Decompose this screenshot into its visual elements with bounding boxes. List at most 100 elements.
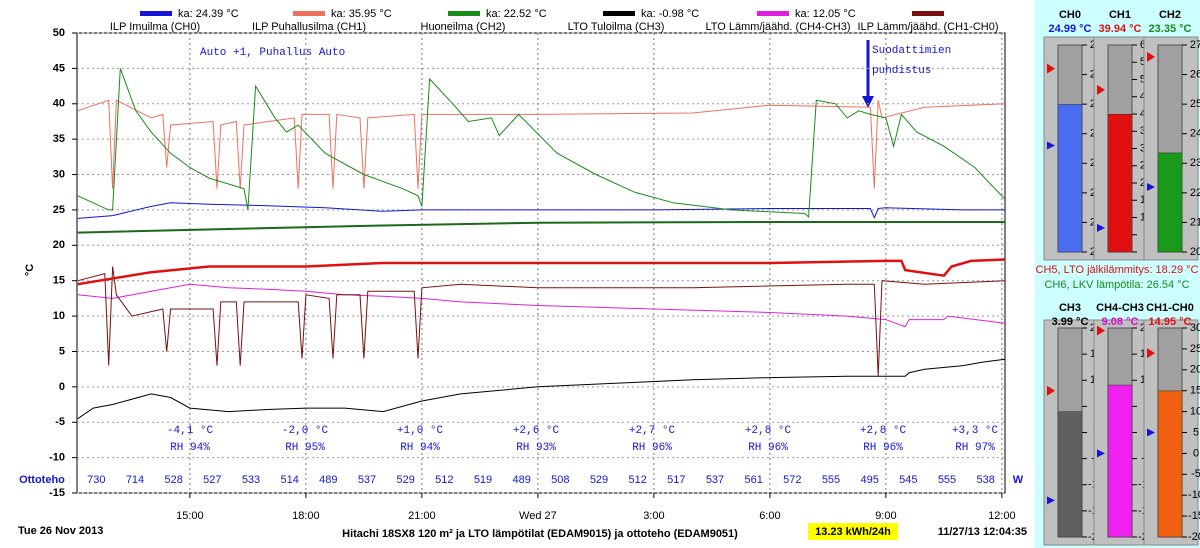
gauge-low (1047, 141, 1055, 150)
gauge-tick-label: -5 (1191, 468, 1200, 480)
annotation: Suodattimien (872, 45, 951, 57)
series-line (77, 68, 1006, 219)
y-tick-label: 30 (53, 168, 65, 180)
ottoteho-value: 537 (358, 474, 376, 486)
gauge-value: 3.99 °C (1052, 316, 1089, 328)
gauge-tick-label: -10 (1188, 489, 1200, 501)
legend-mean: ka: 24.39 °C (178, 8, 239, 20)
y-tick-label: 50 (53, 27, 65, 39)
ottoteho-value: 495 (860, 474, 878, 486)
legend-mean: ka: 12.05 °C (795, 8, 856, 20)
gauge-label: CH2 (1159, 9, 1181, 21)
ottoteho-value: 533 (242, 474, 260, 486)
gauge-value: 9.08 °C (1102, 316, 1139, 328)
legend-mean: ka: 35.95 °C (331, 8, 392, 20)
gauge-value: 23.35 °C (1149, 23, 1192, 35)
x-tick-label: 18:00 (292, 510, 320, 522)
gauge-low (1147, 182, 1155, 191)
legend-swatch (448, 11, 480, 16)
annotation: Auto +1, Puhallus Auto (200, 47, 345, 59)
legend-label: ILP Imuilma (CH0) (110, 21, 200, 33)
gauge-high (1147, 51, 1155, 62)
gauge-tick-label: 5 (1193, 426, 1199, 438)
energy-bg (808, 523, 898, 540)
outdoor-rh: RH 96% (632, 442, 672, 454)
y-tick-label: 15 (53, 275, 65, 287)
gauge-high (1047, 385, 1055, 396)
ottoteho-value: 512 (628, 474, 646, 486)
outdoor-temp: +3,3 °C (952, 425, 999, 437)
gauge-tick-label: 20 (1190, 246, 1200, 258)
y-tick-label: -5 (55, 416, 65, 428)
gauge-value: 39.94 °C (1099, 23, 1142, 35)
series-line (77, 283, 1006, 328)
y-tick-label: -10 (49, 452, 65, 464)
outdoor-rh: RH 95% (285, 442, 325, 454)
outdoor-temp: +2,7 °C (629, 425, 676, 437)
ottoteho-value: 517 (667, 474, 685, 486)
y-tick-label: 20 (53, 239, 65, 251)
gauge-label: CH3 (1059, 302, 1081, 314)
y-axis-label: °C (24, 264, 36, 276)
gauge-tick-label: 24 (1190, 128, 1200, 140)
y-tick-label: 25 (53, 204, 65, 216)
outdoor-rh: RH 96% (748, 442, 788, 454)
gauge-tick-label: -20 (1188, 531, 1200, 543)
outdoor-temp: +2,8 °C (745, 425, 792, 437)
gauge-bar (1157, 390, 1183, 538)
gauge-bar (1157, 152, 1183, 253)
legend-swatch (603, 11, 635, 16)
y-tick-label: 40 (53, 98, 65, 110)
legend-swatch (757, 11, 789, 16)
y-tick-label: -15 (49, 487, 65, 499)
legend-mean: ka: -0.98 °C (641, 8, 699, 20)
ottoteho-value: 529 (590, 474, 608, 486)
gauge-tick-label: 23 (1190, 157, 1200, 169)
gauge-tick-label: 22 (1190, 187, 1200, 199)
gauge-value: 14.95 °C (1149, 316, 1192, 328)
series-line (77, 266, 1006, 377)
outdoor-temp: -4,1 °C (167, 425, 214, 437)
gauge-tick-label: 20 (1190, 364, 1200, 376)
gauge-label: CH0 (1059, 9, 1081, 21)
legend-label: LTO Lämm/jäähd. (CH4-CH3) (705, 21, 850, 33)
series-line (77, 202, 1005, 219)
ottoteho-value: 555 (938, 474, 956, 486)
x-tick-label: 21:00 (408, 510, 436, 522)
legend-mean: ka: 22.52 °C (486, 8, 547, 20)
gauge-bar (1107, 384, 1133, 538)
ottoteho-value: 519 (474, 474, 492, 486)
gauge-label: CH1-CH0 (1146, 302, 1194, 314)
gauge-label: CH4-CH3 (1096, 302, 1144, 314)
legend-swatch (140, 11, 172, 16)
y-tick-label: 10 (53, 310, 65, 322)
gauge-tick-label: 25 (1190, 98, 1200, 110)
timestamp: 11/27/13 12:04:35 (938, 526, 1027, 538)
gauge-tick-label: 10 (1190, 406, 1200, 418)
x-tick-label: 9:00 (875, 510, 896, 522)
legend-swatch (912, 11, 944, 16)
x-tick-label: 6:00 (759, 510, 780, 522)
ottoteho-value: 489 (319, 474, 337, 486)
outdoor-rh: RH 94% (400, 442, 440, 454)
y-tick-label: 0 (59, 381, 65, 393)
gauge-tick-label: 25 (1190, 343, 1200, 355)
ottoteho-value: 529 (396, 474, 414, 486)
x-tick-label: 15:00 (176, 510, 204, 522)
outdoor-temp: +2,6 °C (513, 425, 560, 437)
gauge-low (1147, 428, 1155, 437)
gauge-label: CH1 (1109, 9, 1131, 21)
y-tick-label: 45 (53, 62, 65, 74)
footer-title: Hitachi 18SX8 120 m² ja LTO lämpötilat (… (342, 528, 738, 540)
energy-label: 13.23 kWh/24h (815, 526, 891, 538)
series-line (77, 358, 1006, 420)
outdoor-rh: RH 93% (516, 442, 556, 454)
gauge-tick-label: 0 (1193, 447, 1199, 459)
ottoteho-value: 537 (706, 474, 724, 486)
date-label: Tue 26 Nov 2013 (18, 525, 103, 537)
note: CH6, LKV lämpötila: 26.54 °C (1044, 279, 1189, 291)
gauge-low (1097, 223, 1105, 232)
ottoteho-value: 555 (822, 474, 840, 486)
ottoteho-value: 508 (551, 474, 569, 486)
